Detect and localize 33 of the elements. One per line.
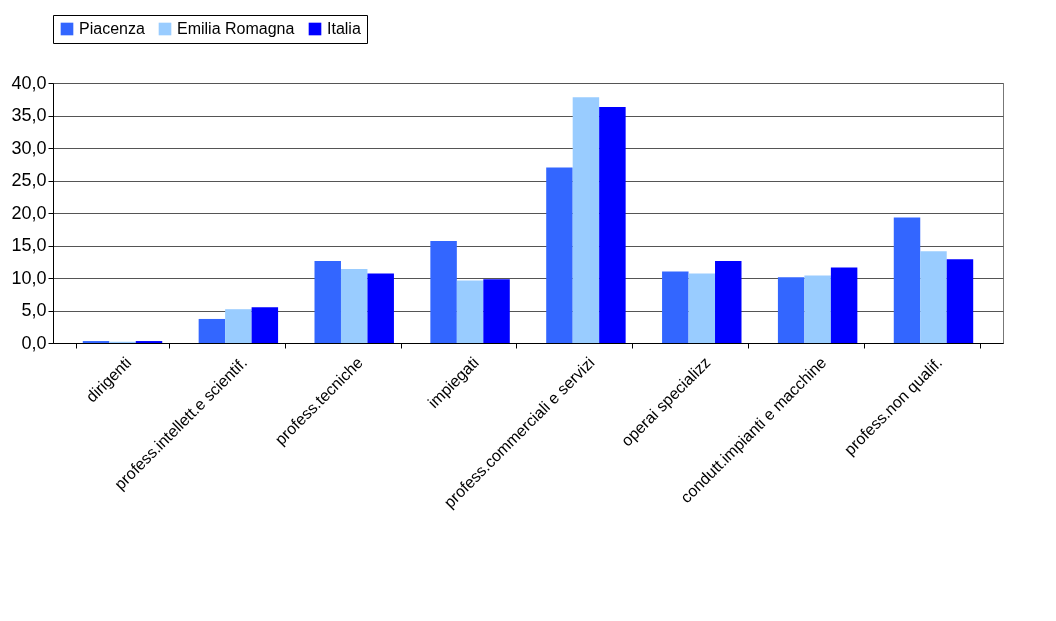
bar [483, 279, 510, 343]
bar [688, 273, 716, 343]
bar [920, 251, 947, 343]
y-tick-label: 20,0 [11, 202, 47, 223]
bar [198, 318, 226, 343]
bar [599, 107, 626, 343]
y-tick-label: 5,0 [21, 300, 47, 320]
bar [572, 97, 600, 343]
legend-label: Italia [327, 20, 361, 37]
bar [367, 273, 394, 343]
bar [777, 277, 805, 343]
bar [830, 267, 858, 343]
bar [430, 240, 457, 343]
bar [946, 259, 974, 343]
bar [893, 217, 921, 343]
legend-label: Emilia Romagna [177, 20, 295, 37]
y-tick-label: 40,0 [11, 72, 47, 93]
y-tick-label: 30,0 [11, 137, 47, 158]
bar [715, 261, 742, 343]
y-tick-label: 25,0 [11, 170, 47, 190]
bar [225, 309, 252, 343]
bar [251, 307, 279, 343]
bar [456, 280, 484, 343]
bar [314, 261, 341, 343]
bar [546, 167, 573, 343]
y-tick-label: 35,0 [11, 105, 47, 125]
y-tick-label: 15,0 [11, 235, 47, 255]
bar [662, 271, 689, 343]
y-tick-label: 0,0 [21, 332, 47, 353]
y-tick-label: 10,0 [11, 267, 47, 288]
bar [340, 268, 368, 343]
bar [804, 275, 831, 343]
legend-label: Piacenza [79, 20, 145, 37]
